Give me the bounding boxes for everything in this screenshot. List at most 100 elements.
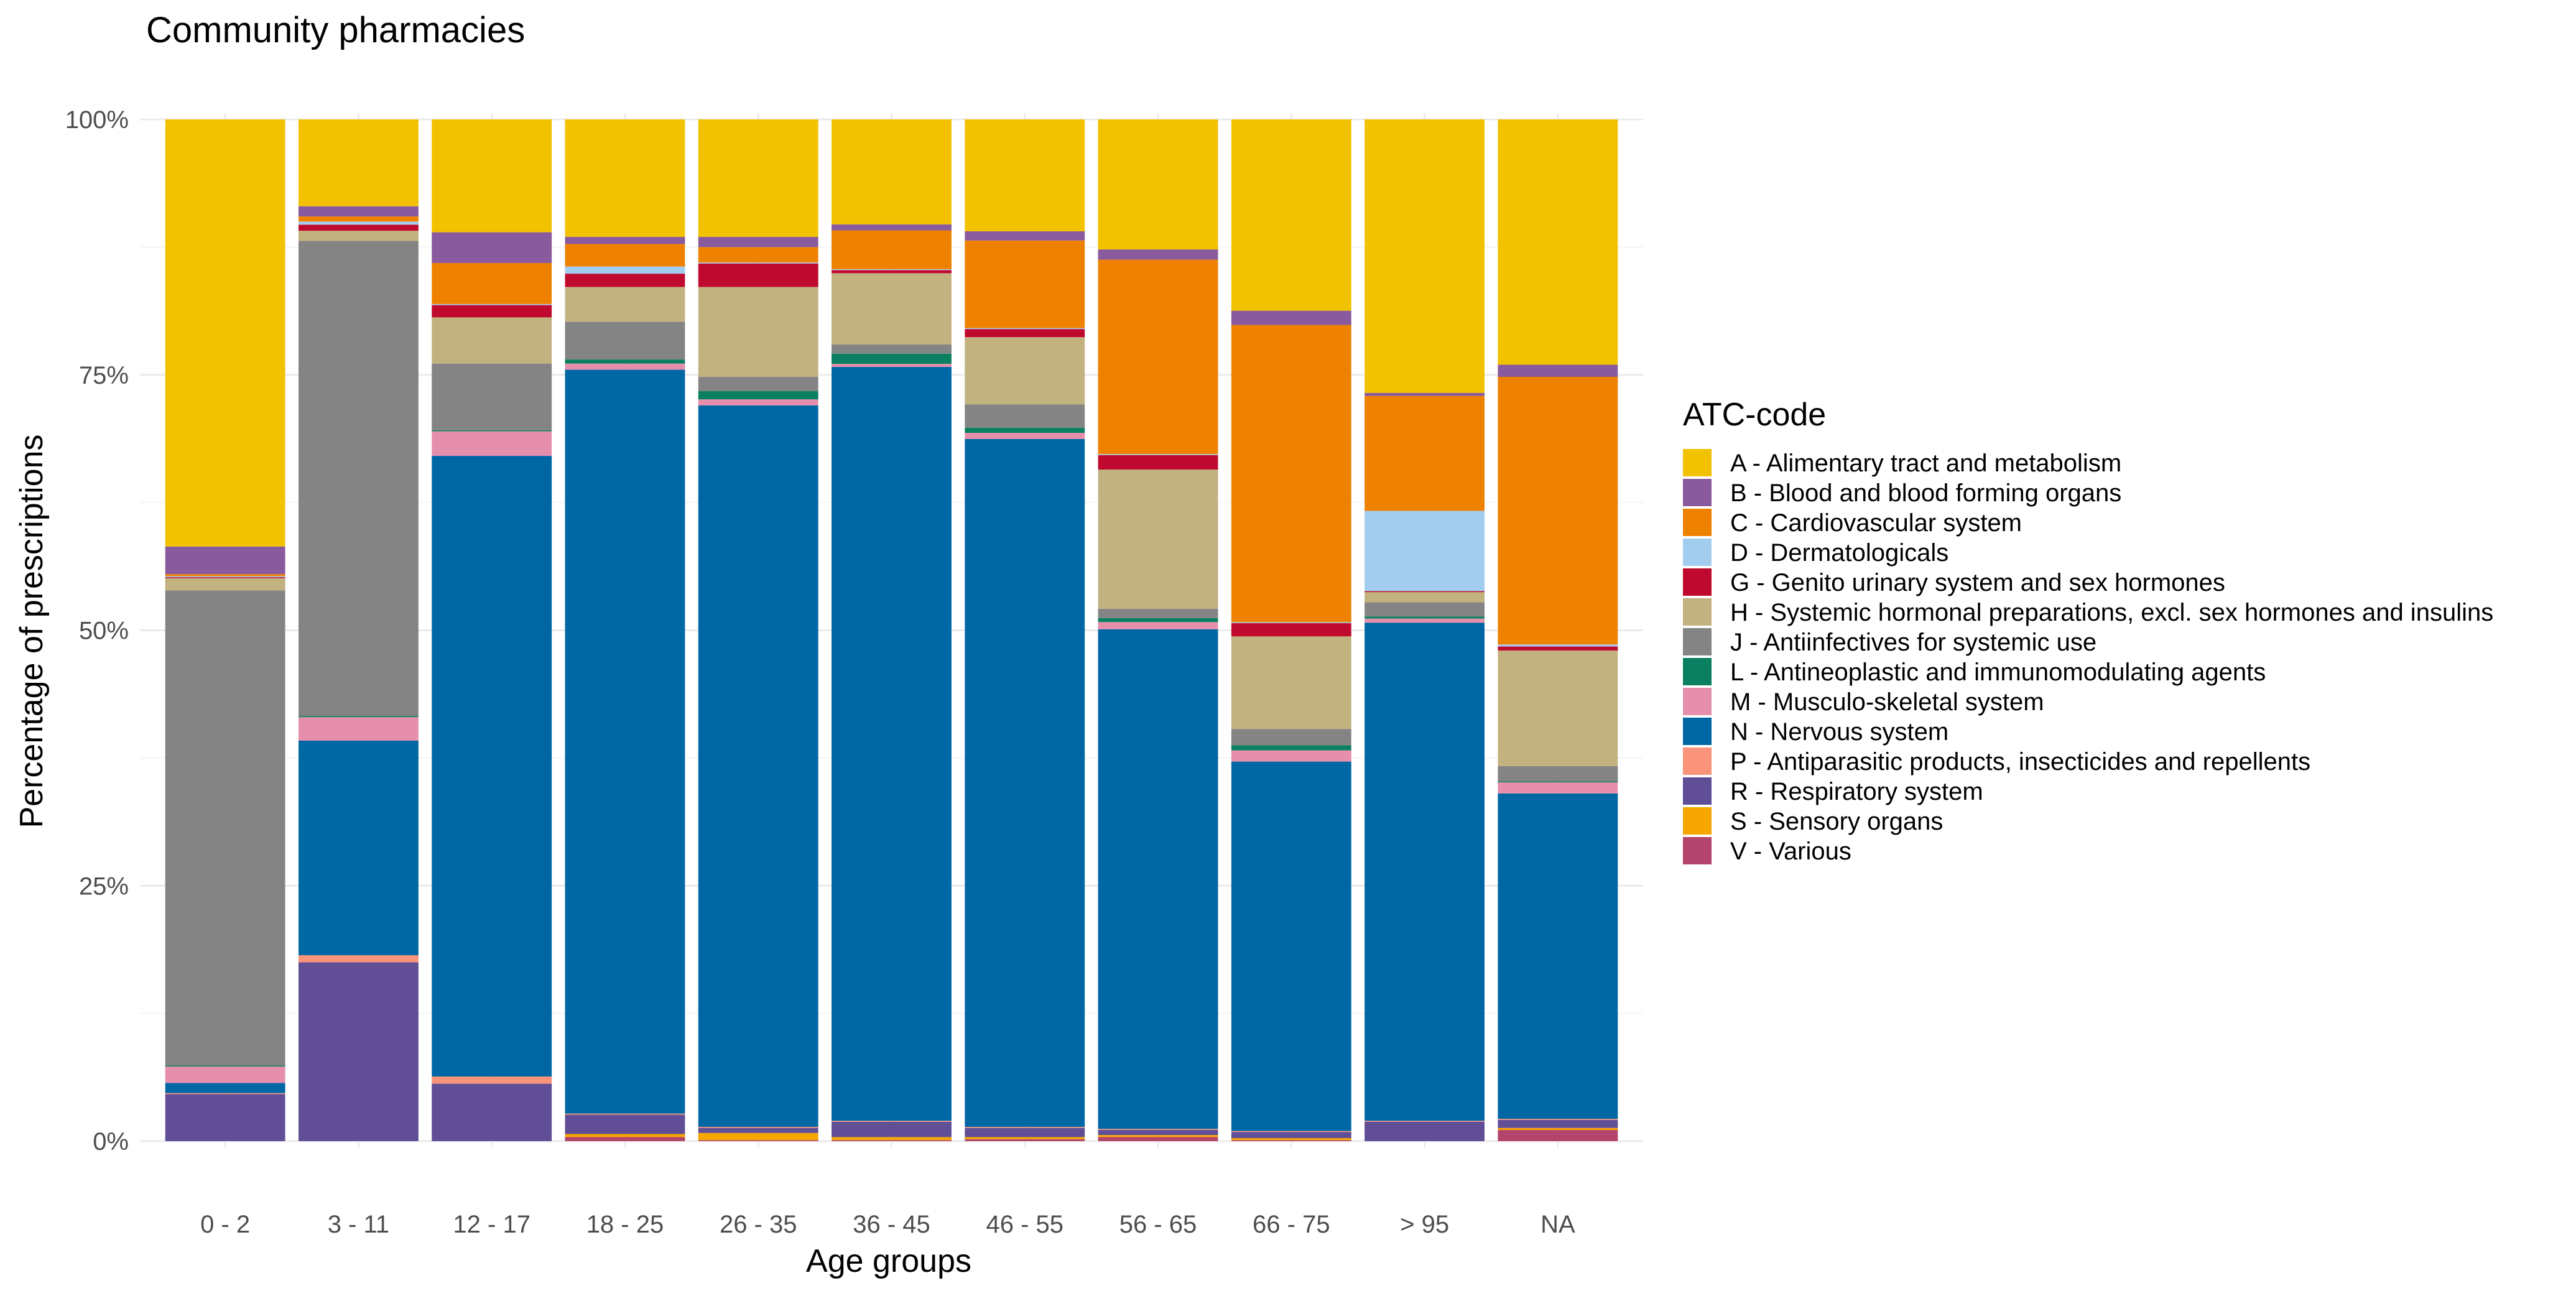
bar-segment-L <box>1231 745 1351 751</box>
bar-segment-G <box>1098 455 1218 470</box>
bar-segment-B <box>965 231 1085 241</box>
bar-segment-A <box>832 119 952 224</box>
bar-segment-A <box>165 119 285 547</box>
bar-segment-A <box>298 119 419 206</box>
bar-segment-B <box>1364 392 1485 396</box>
bar-segment-C <box>298 216 419 222</box>
bar-segment-P <box>1498 1119 1618 1120</box>
legend-item: M - Musculo-skeletal system <box>1683 688 2044 716</box>
legend-label: S - Sensory organs <box>1730 808 1943 835</box>
bar-segment-M <box>1231 750 1351 762</box>
bar-segment-B <box>1231 310 1351 325</box>
y-axis-title: Percentage of prescriptions <box>14 434 50 828</box>
x-tick-label: 12 - 17 <box>453 1211 530 1238</box>
bar-segment-G <box>1231 623 1351 637</box>
legend-item: C - Cardiovascular system <box>1683 509 2022 537</box>
bar-segment-J <box>965 404 1085 428</box>
bar-segment-C <box>1231 325 1351 623</box>
bar-segment-G <box>832 270 952 274</box>
bar-segment-H <box>1498 650 1618 766</box>
bar-segment-C <box>1364 396 1485 511</box>
bar-stack <box>1231 119 1351 1141</box>
bar-segment-R <box>1231 1132 1351 1139</box>
bar-segment-G <box>298 224 419 231</box>
bar-segment-D <box>965 328 1085 330</box>
bar-segment-L <box>298 716 419 718</box>
bar-segment-G <box>565 274 685 287</box>
bar-segment-P <box>165 1093 285 1095</box>
bar-segment-J <box>165 590 285 1066</box>
bar-segment-B <box>1098 249 1218 260</box>
chart-title: Community pharmacies <box>146 10 525 50</box>
bar-stack <box>832 119 952 1141</box>
legend-key <box>1683 658 1712 685</box>
bar-segment-N <box>698 405 818 1127</box>
legend-label: M - Musculo-skeletal system <box>1730 688 2044 716</box>
bar-segment-D <box>565 266 685 274</box>
bar-segment-N <box>432 456 552 1077</box>
bar-segment-L <box>565 359 685 364</box>
bar-segment-N <box>1098 629 1218 1129</box>
legend-key <box>1683 748 1712 775</box>
bar-segment-B <box>432 232 552 263</box>
bar-segment-V <box>965 1139 1085 1141</box>
bar-segment-B <box>298 206 419 217</box>
bar-segment-L <box>1364 616 1485 619</box>
bar-segment-V <box>1498 1130 1618 1141</box>
legend-label: J - Antiinfectives for systemic use <box>1730 629 2096 656</box>
legend-label: V - Various <box>1730 838 1851 865</box>
bar-segment-S <box>965 1137 1085 1139</box>
bar-stack <box>1498 119 1618 1141</box>
bar-segment-D <box>298 221 419 225</box>
bar-segment-J <box>832 345 952 354</box>
bar-segment-R <box>298 962 419 1141</box>
x-tick-label: 3 - 11 <box>328 1211 389 1238</box>
legend-item: H - Systemic hormonal preparations, excl… <box>1683 598 2493 626</box>
bar-stack <box>565 119 685 1141</box>
bar-segment-S <box>1498 1127 1618 1131</box>
bar-segment-A <box>432 119 552 233</box>
bar-segment-M <box>165 1067 285 1083</box>
legend-key <box>1683 539 1712 566</box>
y-tick-label: 75% <box>79 362 129 389</box>
legend-item: P - Antiparasitic products, insecticides… <box>1683 748 2310 775</box>
x-tick-label: 26 - 35 <box>720 1211 797 1238</box>
x-tick-label: > 95 <box>1400 1211 1449 1238</box>
bar-segment-A <box>1098 119 1218 250</box>
y-tick-label: 50% <box>79 618 129 645</box>
bar-segment-N <box>1498 793 1618 1119</box>
bar-segment-C <box>432 262 552 304</box>
bar-segment-M <box>1098 622 1218 629</box>
bar-segment-G <box>165 577 285 578</box>
x-tick-label: 66 - 75 <box>1253 1211 1330 1238</box>
bar-segment-P <box>698 1126 818 1128</box>
bar-segment-G <box>432 305 552 318</box>
bar-segment-J <box>1231 729 1351 746</box>
legend-key <box>1683 568 1712 596</box>
bar-stack <box>698 119 818 1141</box>
legend-item: L - Antineoplastic and immunomodulating … <box>1683 658 2266 686</box>
bar-segment-L <box>832 353 952 364</box>
bar-segment-A <box>965 119 1085 232</box>
bar-segment-L <box>432 430 552 432</box>
legend-key <box>1683 718 1712 745</box>
bar-segment-L <box>1098 618 1218 623</box>
bar-segment-L <box>965 427 1085 433</box>
bar-segment-G <box>1498 646 1618 651</box>
bar-segment-A <box>1364 119 1485 393</box>
bar-segment-L <box>1498 781 1618 782</box>
bar-segment-P <box>832 1121 952 1122</box>
legend-key <box>1683 449 1712 476</box>
bar-segment-B <box>832 224 952 231</box>
bar-segment-D <box>1498 644 1618 647</box>
bar-segment-M <box>698 399 818 406</box>
legend-label: B - Blood and blood forming organs <box>1730 479 2121 507</box>
bar-segment-D <box>1364 511 1485 591</box>
bar-segment-H <box>565 287 685 322</box>
x-tick-label: 36 - 45 <box>853 1211 930 1238</box>
bar-segment-M <box>965 433 1085 439</box>
bar-segment-A <box>698 119 818 237</box>
bar-segment-N <box>1364 623 1485 1121</box>
bar-stack <box>1364 119 1485 1141</box>
bar-segment-S <box>1098 1135 1218 1137</box>
